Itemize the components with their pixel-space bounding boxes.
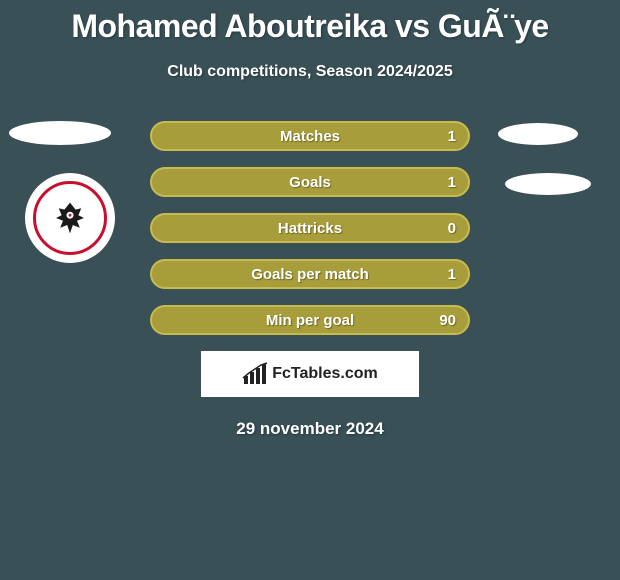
player-avatar-right-2 bbox=[505, 173, 591, 195]
stat-label: Hattricks bbox=[278, 220, 342, 237]
stat-row: Min per goal 90 bbox=[150, 305, 470, 335]
stat-row: Goals per match 1 bbox=[150, 259, 470, 289]
stat-value: 1 bbox=[448, 128, 456, 145]
stat-label: Matches bbox=[280, 128, 340, 145]
stat-value: 0 bbox=[448, 220, 456, 237]
page-title: Mohamed Aboutreika vs GuÃ¨ye bbox=[0, 0, 620, 45]
stat-label: Goals per match bbox=[251, 266, 369, 283]
compare-area: Matches 1 Goals 1 Hattricks 0 Goals per match 1… bbox=[0, 121, 620, 439]
stat-row: Goals 1 bbox=[150, 167, 470, 197]
stat-value: 1 bbox=[448, 266, 456, 283]
brand-chart-icon bbox=[242, 362, 268, 386]
stat-row: Hattricks 0 bbox=[150, 213, 470, 243]
page-subtitle: Club competitions, Season 2024/2025 bbox=[0, 63, 620, 81]
stat-value: 1 bbox=[448, 174, 456, 191]
brand-box[interactable]: FcTables.com bbox=[201, 351, 419, 397]
brand-text: FcTables.com bbox=[272, 365, 378, 383]
stats-container: Matches 1 Goals 1 Hattricks 0 Goals per match 1… bbox=[150, 121, 470, 335]
stat-row: Matches 1 bbox=[150, 121, 470, 151]
eagle-icon bbox=[49, 197, 91, 239]
stat-label: Goals bbox=[289, 174, 331, 191]
club-badge-inner bbox=[33, 181, 107, 255]
club-badge bbox=[25, 173, 115, 263]
player-avatar-left bbox=[9, 121, 111, 145]
stat-label: Min per goal bbox=[266, 312, 354, 329]
stat-value: 90 bbox=[439, 312, 456, 329]
date-text: 29 november 2024 bbox=[0, 419, 620, 439]
player-avatar-right-1 bbox=[498, 123, 578, 145]
